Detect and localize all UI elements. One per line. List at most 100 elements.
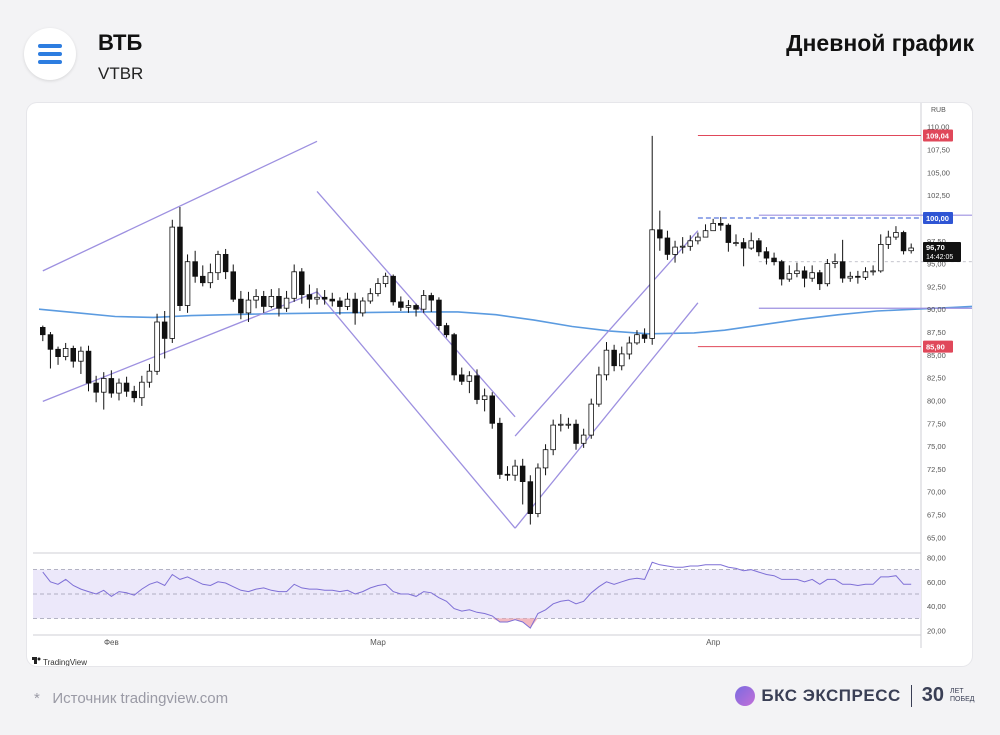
horizontal-levels bbox=[697, 134, 972, 348]
candle-body bbox=[664, 237, 671, 255]
candle bbox=[268, 289, 275, 309]
candle-body bbox=[420, 295, 427, 310]
candle bbox=[70, 345, 77, 368]
candle-body bbox=[855, 275, 861, 278]
candle-body bbox=[283, 297, 290, 309]
candle-body bbox=[184, 261, 191, 306]
candle bbox=[519, 458, 526, 505]
candle bbox=[458, 367, 465, 385]
brand-years: 30 bbox=[921, 684, 944, 706]
channel-line bbox=[514, 230, 699, 437]
candle-body bbox=[893, 232, 899, 238]
candle-body bbox=[558, 423, 564, 426]
rsi-panel bbox=[33, 561, 921, 629]
price-tick: 65,00 bbox=[927, 533, 946, 542]
candle-body bbox=[710, 223, 716, 232]
candle bbox=[62, 342, 69, 361]
candle-body bbox=[207, 272, 214, 284]
price-chart[interactable]: RUB 110,00 107,50 105,00 102,50 100,00 97,50 95… bbox=[27, 103, 972, 666]
candle bbox=[184, 254, 191, 313]
candle-body bbox=[192, 261, 198, 277]
candle-body bbox=[116, 382, 122, 394]
candle bbox=[824, 259, 831, 287]
level-tag-label: 85,90 bbox=[926, 343, 945, 352]
candle bbox=[329, 292, 335, 307]
candle bbox=[817, 269, 823, 291]
candle bbox=[55, 346, 61, 365]
source-note: * Источник tradingview.com bbox=[34, 690, 229, 707]
candle-body bbox=[687, 240, 694, 247]
candle bbox=[367, 288, 374, 304]
candle-body bbox=[497, 422, 503, 475]
candle-body bbox=[139, 381, 145, 399]
candle bbox=[748, 232, 755, 250]
candle bbox=[314, 288, 320, 305]
candle bbox=[702, 224, 709, 238]
chart-card[interactable]: RUB 110,00 107,50 105,00 102,50 100,00 97,50 95… bbox=[27, 103, 972, 666]
level-tag-label: 109,04 bbox=[926, 131, 950, 140]
candle-body bbox=[702, 230, 709, 238]
rsi-tick: 40,00 bbox=[927, 602, 946, 611]
candle-body bbox=[611, 349, 617, 367]
level-tag-label: 100,00 bbox=[926, 214, 949, 223]
candle bbox=[718, 217, 724, 231]
price-tick: 75,00 bbox=[927, 442, 946, 451]
candle bbox=[687, 235, 694, 251]
candle bbox=[641, 328, 648, 343]
channel-line bbox=[42, 140, 318, 272]
candle bbox=[230, 264, 236, 302]
candle-body bbox=[763, 251, 770, 259]
candle-body bbox=[451, 334, 457, 376]
candle-body bbox=[70, 347, 77, 362]
candle bbox=[634, 330, 640, 345]
candle-body bbox=[344, 298, 351, 307]
vtb-logo bbox=[24, 28, 76, 80]
candle bbox=[39, 325, 46, 342]
candle bbox=[139, 375, 145, 406]
candle-body bbox=[550, 424, 556, 451]
candle-body bbox=[542, 449, 549, 469]
candle bbox=[474, 369, 480, 405]
candle bbox=[801, 266, 808, 288]
candle bbox=[855, 270, 861, 284]
candle-body bbox=[169, 226, 175, 339]
candle-body bbox=[39, 326, 46, 336]
candle-body bbox=[824, 263, 831, 285]
candle-body bbox=[839, 261, 846, 279]
candle bbox=[596, 366, 602, 407]
candle bbox=[398, 296, 404, 312]
candle bbox=[298, 268, 305, 304]
candle bbox=[47, 332, 54, 369]
candle bbox=[862, 267, 869, 280]
moving-average bbox=[38, 305, 972, 335]
price-tick: 72,50 bbox=[927, 465, 946, 474]
channel-line bbox=[316, 291, 516, 529]
candle bbox=[603, 342, 610, 381]
price-axis: RUB 110,00 107,50 105,00 102,50 100,00 97,50 95… bbox=[923, 107, 961, 636]
candle bbox=[253, 289, 259, 309]
candle bbox=[497, 417, 503, 479]
candle-body bbox=[199, 275, 206, 284]
candle-body bbox=[78, 350, 84, 362]
candle-body bbox=[222, 253, 229, 273]
candle-body bbox=[847, 275, 854, 279]
candle bbox=[778, 259, 785, 286]
candle-body bbox=[375, 283, 381, 295]
candle-body bbox=[291, 271, 297, 299]
candle-body bbox=[55, 348, 61, 358]
price-tick: 110,00 bbox=[927, 123, 949, 132]
candle-body bbox=[443, 325, 450, 336]
candle bbox=[893, 226, 899, 240]
candle-body bbox=[748, 240, 755, 249]
candle-body bbox=[481, 395, 488, 400]
candle bbox=[169, 219, 175, 343]
candle bbox=[116, 378, 122, 401]
candle-body bbox=[794, 270, 800, 274]
candle-body bbox=[390, 275, 396, 303]
candle-body bbox=[657, 229, 663, 239]
candle bbox=[580, 428, 587, 448]
ticker-name: ВТБ bbox=[98, 30, 143, 55]
candle bbox=[108, 370, 115, 398]
candle bbox=[390, 274, 396, 306]
candle-body bbox=[778, 261, 785, 280]
